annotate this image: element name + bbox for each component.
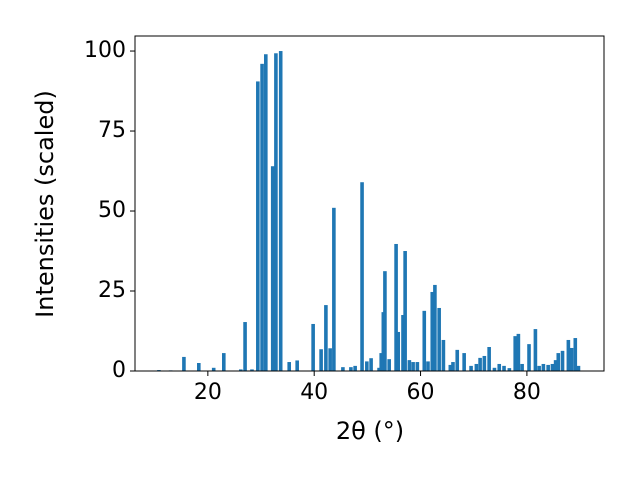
bar — [270, 166, 275, 371]
bar — [222, 353, 226, 371]
y-tick-label: 50 — [98, 198, 126, 223]
bar — [349, 367, 353, 371]
bar — [328, 348, 332, 371]
bar — [573, 338, 578, 371]
bar — [369, 358, 373, 371]
bar — [396, 331, 401, 371]
bar — [341, 367, 345, 371]
bar — [527, 344, 531, 371]
x-tick-label: 40 — [300, 380, 328, 405]
bar — [541, 363, 546, 371]
bar — [239, 369, 243, 371]
bar — [311, 323, 315, 371]
bar — [426, 361, 430, 371]
bar — [469, 365, 473, 371]
bar — [360, 182, 364, 371]
bar — [387, 359, 391, 371]
bar — [383, 271, 387, 371]
bar — [474, 363, 479, 371]
bar — [377, 367, 381, 371]
x-tick-label: 60 — [407, 380, 435, 405]
bar — [513, 336, 517, 371]
y-tick-label: 75 — [98, 118, 126, 143]
bar — [295, 360, 299, 371]
bar — [441, 339, 446, 371]
bar — [569, 347, 574, 371]
bar — [324, 305, 328, 371]
bar — [260, 63, 264, 372]
bar — [332, 207, 336, 371]
bar — [550, 363, 555, 371]
bar — [487, 347, 491, 371]
x-axis-label: 2θ (°) — [336, 417, 404, 445]
x-tick-label: 80 — [513, 380, 541, 405]
bar — [437, 307, 441, 371]
bar — [365, 361, 369, 371]
bar — [407, 360, 412, 371]
bar — [319, 349, 323, 371]
y-tick-label: 25 — [98, 278, 126, 303]
bar — [197, 363, 201, 371]
bar — [415, 362, 420, 371]
bar — [520, 363, 524, 371]
bar — [502, 365, 506, 371]
bar — [462, 353, 466, 371]
bar — [448, 364, 453, 371]
bar — [182, 356, 186, 371]
bar — [394, 243, 398, 371]
y-tick-label: 0 — [112, 358, 126, 383]
bar — [422, 310, 427, 371]
bar — [433, 284, 437, 371]
bar — [256, 81, 260, 372]
bar — [403, 251, 407, 371]
y-tick-label: 100 — [84, 38, 126, 63]
bar — [560, 350, 565, 371]
x-tick-label: 20 — [194, 380, 222, 405]
bar — [278, 51, 283, 371]
bar — [566, 339, 571, 371]
bar — [243, 322, 247, 371]
bar — [211, 367, 216, 371]
bar — [264, 54, 268, 371]
bar — [497, 363, 502, 371]
bar — [287, 362, 292, 371]
bar — [353, 365, 357, 371]
bar — [492, 367, 497, 371]
y-axis-label: Intensities (scaled) — [31, 90, 59, 318]
bar — [455, 349, 460, 371]
bar — [250, 369, 254, 371]
plot-frame — [134, 35, 605, 372]
bar — [533, 329, 538, 371]
bar — [482, 355, 487, 371]
bar — [507, 368, 512, 371]
bar — [478, 357, 482, 371]
bar — [401, 315, 405, 371]
bar — [411, 362, 415, 371]
bar — [516, 333, 521, 371]
bar — [576, 365, 581, 371]
bar — [430, 291, 435, 371]
bar — [451, 362, 455, 371]
bar — [379, 353, 383, 371]
bar — [553, 360, 558, 371]
bar — [274, 53, 278, 372]
bar — [546, 364, 550, 371]
bar — [556, 353, 561, 371]
bar — [537, 365, 541, 371]
